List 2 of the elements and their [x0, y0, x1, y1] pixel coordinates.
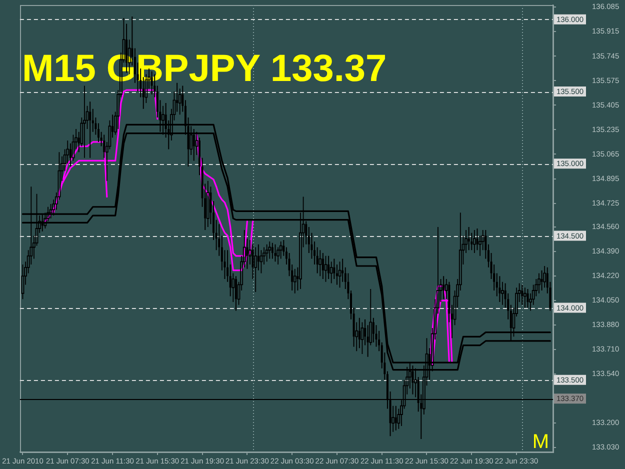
annotation: M [532, 431, 549, 453]
text: M15 GBPJPY 133.37 [22, 48, 387, 90]
